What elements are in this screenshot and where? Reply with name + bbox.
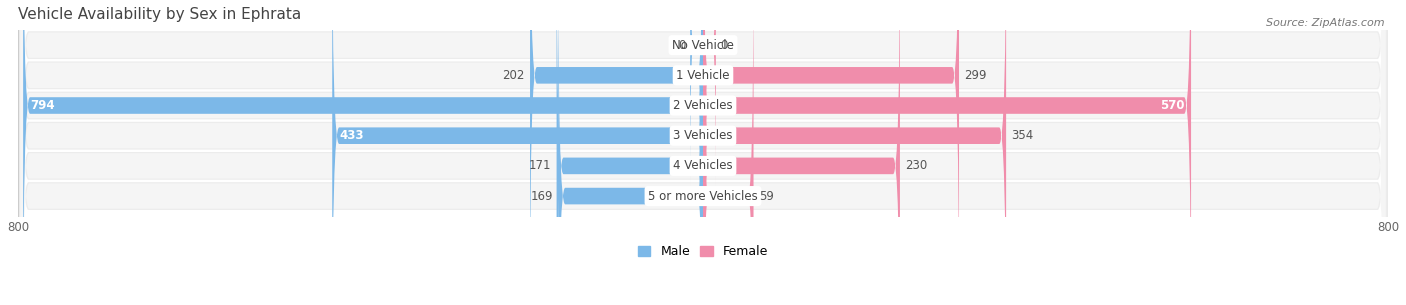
Text: 570: 570 [1160, 99, 1184, 112]
FancyBboxPatch shape [18, 0, 1388, 305]
Text: 4 Vehicles: 4 Vehicles [673, 160, 733, 172]
Legend: Male, Female: Male, Female [633, 240, 773, 263]
Text: 354: 354 [1011, 129, 1033, 142]
FancyBboxPatch shape [21, 0, 1385, 305]
Text: 171: 171 [529, 160, 551, 172]
FancyBboxPatch shape [18, 0, 1388, 305]
FancyBboxPatch shape [558, 0, 703, 305]
Text: 299: 299 [965, 69, 987, 82]
FancyBboxPatch shape [18, 0, 1388, 305]
FancyBboxPatch shape [18, 0, 1388, 305]
FancyBboxPatch shape [22, 0, 703, 305]
Text: 433: 433 [339, 129, 364, 142]
Text: 2 Vehicles: 2 Vehicles [673, 99, 733, 112]
Text: 3 Vehicles: 3 Vehicles [673, 129, 733, 142]
FancyBboxPatch shape [703, 0, 754, 305]
FancyBboxPatch shape [703, 0, 959, 305]
Text: 0: 0 [679, 39, 686, 52]
FancyBboxPatch shape [690, 0, 703, 188]
Text: Source: ZipAtlas.com: Source: ZipAtlas.com [1267, 18, 1385, 28]
FancyBboxPatch shape [18, 0, 1388, 305]
Text: 1 Vehicle: 1 Vehicle [676, 69, 730, 82]
Text: 59: 59 [759, 190, 773, 203]
Text: 230: 230 [905, 160, 928, 172]
FancyBboxPatch shape [703, 0, 1191, 305]
FancyBboxPatch shape [18, 0, 1388, 305]
Text: 169: 169 [530, 190, 553, 203]
FancyBboxPatch shape [703, 0, 716, 188]
FancyBboxPatch shape [703, 0, 1007, 305]
Text: No Vehicle: No Vehicle [672, 39, 734, 52]
FancyBboxPatch shape [21, 0, 1385, 305]
FancyBboxPatch shape [21, 0, 1385, 305]
FancyBboxPatch shape [703, 0, 900, 305]
FancyBboxPatch shape [21, 0, 1385, 305]
FancyBboxPatch shape [530, 0, 703, 305]
Text: 202: 202 [502, 69, 524, 82]
Text: Vehicle Availability by Sex in Ephrata: Vehicle Availability by Sex in Ephrata [18, 7, 301, 22]
FancyBboxPatch shape [557, 0, 703, 305]
Text: 794: 794 [30, 99, 55, 112]
FancyBboxPatch shape [332, 0, 703, 305]
FancyBboxPatch shape [21, 0, 1385, 305]
Text: 0: 0 [720, 39, 727, 52]
Text: 5 or more Vehicles: 5 or more Vehicles [648, 190, 758, 203]
FancyBboxPatch shape [21, 0, 1385, 305]
